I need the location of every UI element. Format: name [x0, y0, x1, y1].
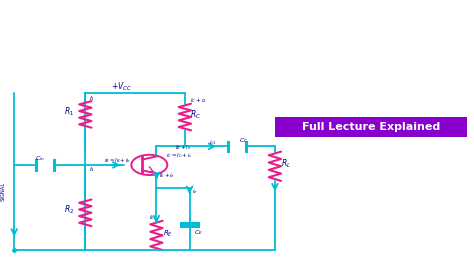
Text: $i_C=I_C+i_c$: $i_C=I_C+i_c$: [166, 151, 193, 160]
Text: SIGNAL: SIGNAL: [1, 182, 6, 201]
Text: $+V_{CC}$: $+V_{CC}$: [111, 81, 132, 93]
Text: $C_{in}$: $C_{in}$: [35, 154, 45, 163]
Text: $I_B+i_e$: $I_B+i_e$: [175, 143, 191, 152]
Text: $I_C+i_2$: $I_C+i_2$: [190, 95, 206, 105]
Text: $I_1$: $I_1$: [89, 165, 95, 174]
Text: $C_E$: $C_E$: [194, 228, 203, 237]
Text: $R_E$: $R_E$: [163, 228, 173, 239]
Text: Single Stage Transistor Amplfier: Single Stage Transistor Amplfier: [81, 31, 393, 51]
Text: $C_C$: $C_C$: [239, 136, 249, 145]
Text: $I_1$: $I_1$: [89, 94, 95, 103]
Text: $i_e$: $i_e$: [192, 187, 198, 196]
Text: $I_E+i_e$: $I_E+i_e$: [159, 171, 175, 180]
Text: $R_C$: $R_C$: [190, 108, 201, 120]
Text: $I_E$: $I_E$: [149, 213, 155, 222]
Text: $R_1$: $R_1$: [64, 105, 74, 118]
Text: $R_L$: $R_L$: [281, 157, 291, 170]
Text: Full Lecture Explained: Full Lecture Explained: [302, 122, 440, 132]
FancyBboxPatch shape: [275, 117, 467, 137]
Text: $i_{c1}$: $i_{c1}$: [209, 138, 216, 147]
Text: $R_2$: $R_2$: [64, 204, 74, 216]
Text: $i_B=I_B+i_b$: $i_B=I_B+i_b$: [104, 156, 131, 165]
